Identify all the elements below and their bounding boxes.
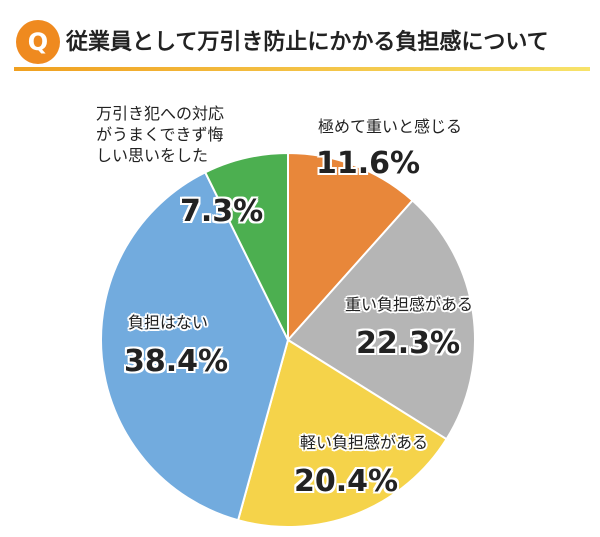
- badge-circle: [16, 20, 60, 64]
- pie-slice: [236, 338, 448, 528]
- slice-label: 万引き犯への対応 がうまくできず悔 しい思いをした: [96, 104, 225, 165]
- badge: Q: [28, 28, 48, 56]
- pie-slice: [203, 151, 289, 341]
- slice-label: 軽い負担感がある: [300, 433, 429, 452]
- pie-slice: [100, 170, 290, 522]
- value-label: 7.3%: [180, 194, 264, 229]
- chart-title: 従業員として万引き防止にかかる負担感について: [65, 29, 549, 55]
- value-label: 38.4%: [124, 344, 229, 379]
- slice-label: 極めて重いと感じる: [318, 117, 463, 136]
- slice-label: 負担はない: [128, 313, 209, 332]
- value-label: 11.6%: [316, 146, 421, 181]
- title-underline: [14, 67, 590, 71]
- pie-slice: [286, 199, 476, 441]
- slice-label: 重い負担感がある: [345, 295, 474, 314]
- pie-slice: [287, 151, 414, 343]
- value-label: 20.4%: [294, 464, 399, 499]
- value-label: 22.3%: [356, 326, 461, 361]
